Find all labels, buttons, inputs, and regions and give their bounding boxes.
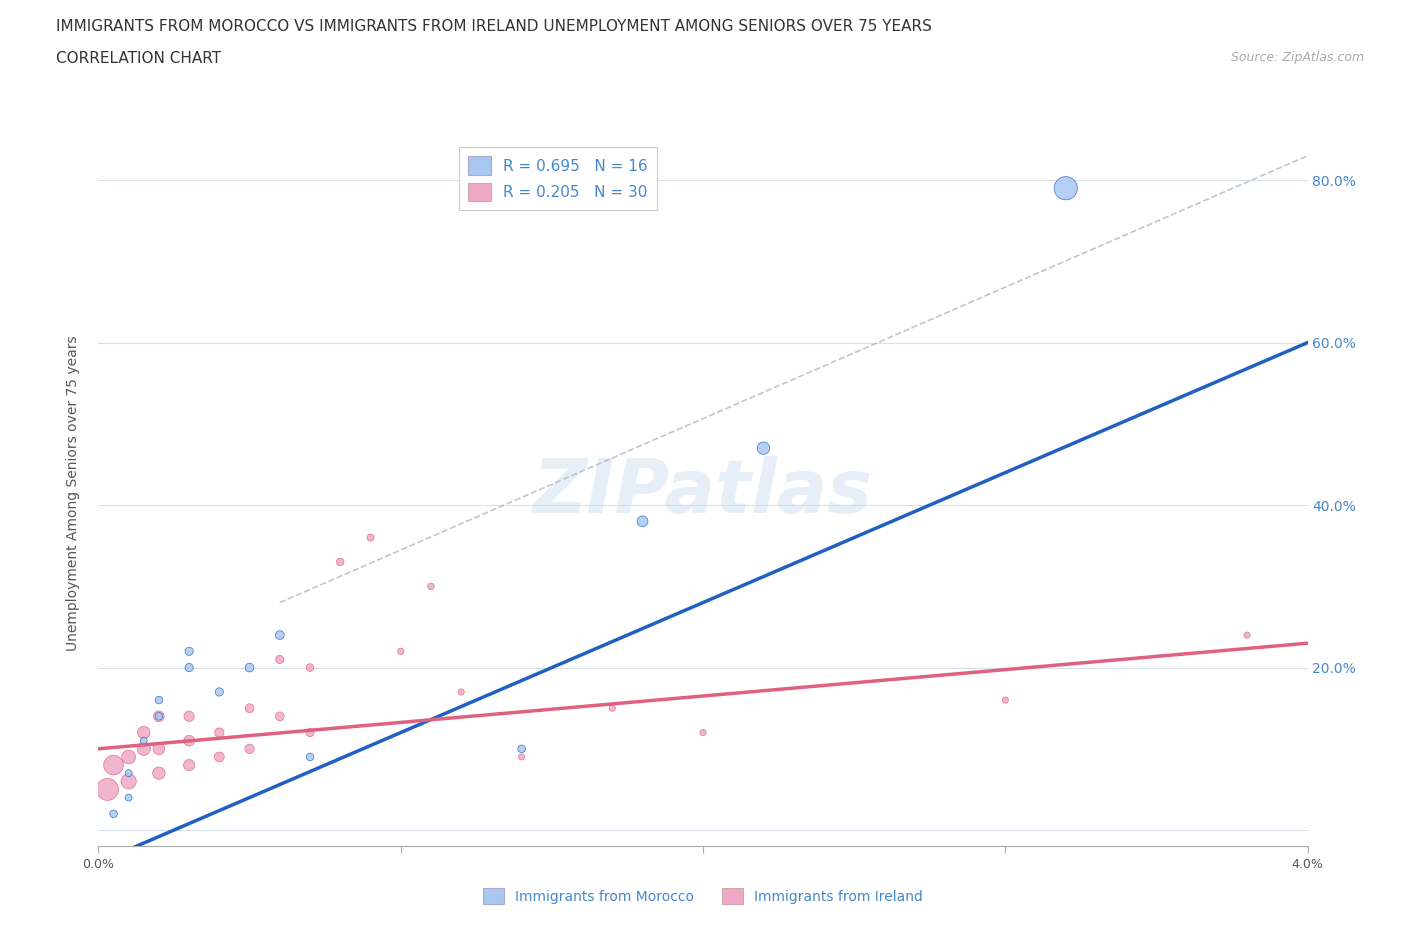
Point xyxy=(450,684,472,699)
Point xyxy=(118,790,141,805)
Point xyxy=(132,733,155,748)
Point xyxy=(179,758,201,773)
Text: CORRELATION CHART: CORRELATION CHART xyxy=(56,51,221,66)
Point xyxy=(239,660,262,675)
Point xyxy=(510,750,533,764)
Point xyxy=(299,750,322,764)
Point xyxy=(269,628,291,643)
Point xyxy=(299,725,322,740)
Point xyxy=(360,530,382,545)
Point xyxy=(602,700,624,715)
Point xyxy=(269,652,291,667)
Point xyxy=(148,709,170,724)
Point xyxy=(692,725,714,740)
Point xyxy=(103,758,125,773)
Point xyxy=(389,644,412,658)
Point xyxy=(510,741,533,756)
Point xyxy=(148,741,170,756)
Text: IMMIGRANTS FROM MOROCCO VS IMMIGRANTS FROM IRELAND UNEMPLOYMENT AMONG SENIORS OV: IMMIGRANTS FROM MOROCCO VS IMMIGRANTS FR… xyxy=(56,19,932,33)
Point xyxy=(179,709,201,724)
Point xyxy=(1236,628,1258,643)
Point xyxy=(118,750,141,764)
Point xyxy=(269,709,291,724)
Point xyxy=(752,441,775,456)
Point xyxy=(329,554,352,569)
Point xyxy=(179,733,201,748)
Point xyxy=(239,741,262,756)
Point xyxy=(179,644,201,658)
Point xyxy=(1054,180,1077,195)
Y-axis label: Unemployment Among Seniors over 75 years: Unemployment Among Seniors over 75 years xyxy=(66,335,80,651)
Point xyxy=(631,514,654,529)
Point xyxy=(118,765,141,780)
Point xyxy=(96,782,118,797)
Point xyxy=(299,660,322,675)
Point xyxy=(420,578,443,593)
Point xyxy=(118,774,141,789)
Point xyxy=(208,750,231,764)
Point xyxy=(208,684,231,699)
Point xyxy=(103,806,125,821)
Point xyxy=(148,709,170,724)
Text: Source: ZipAtlas.com: Source: ZipAtlas.com xyxy=(1230,51,1364,64)
Point xyxy=(994,693,1017,708)
Point xyxy=(148,693,170,708)
Point xyxy=(239,700,262,715)
Point xyxy=(148,765,170,780)
Point xyxy=(179,660,201,675)
Text: ZIPatlas: ZIPatlas xyxy=(533,457,873,529)
Point xyxy=(132,725,155,740)
Legend: Immigrants from Morocco, Immigrants from Ireland: Immigrants from Morocco, Immigrants from… xyxy=(478,882,928,910)
Point xyxy=(132,741,155,756)
Point xyxy=(208,725,231,740)
